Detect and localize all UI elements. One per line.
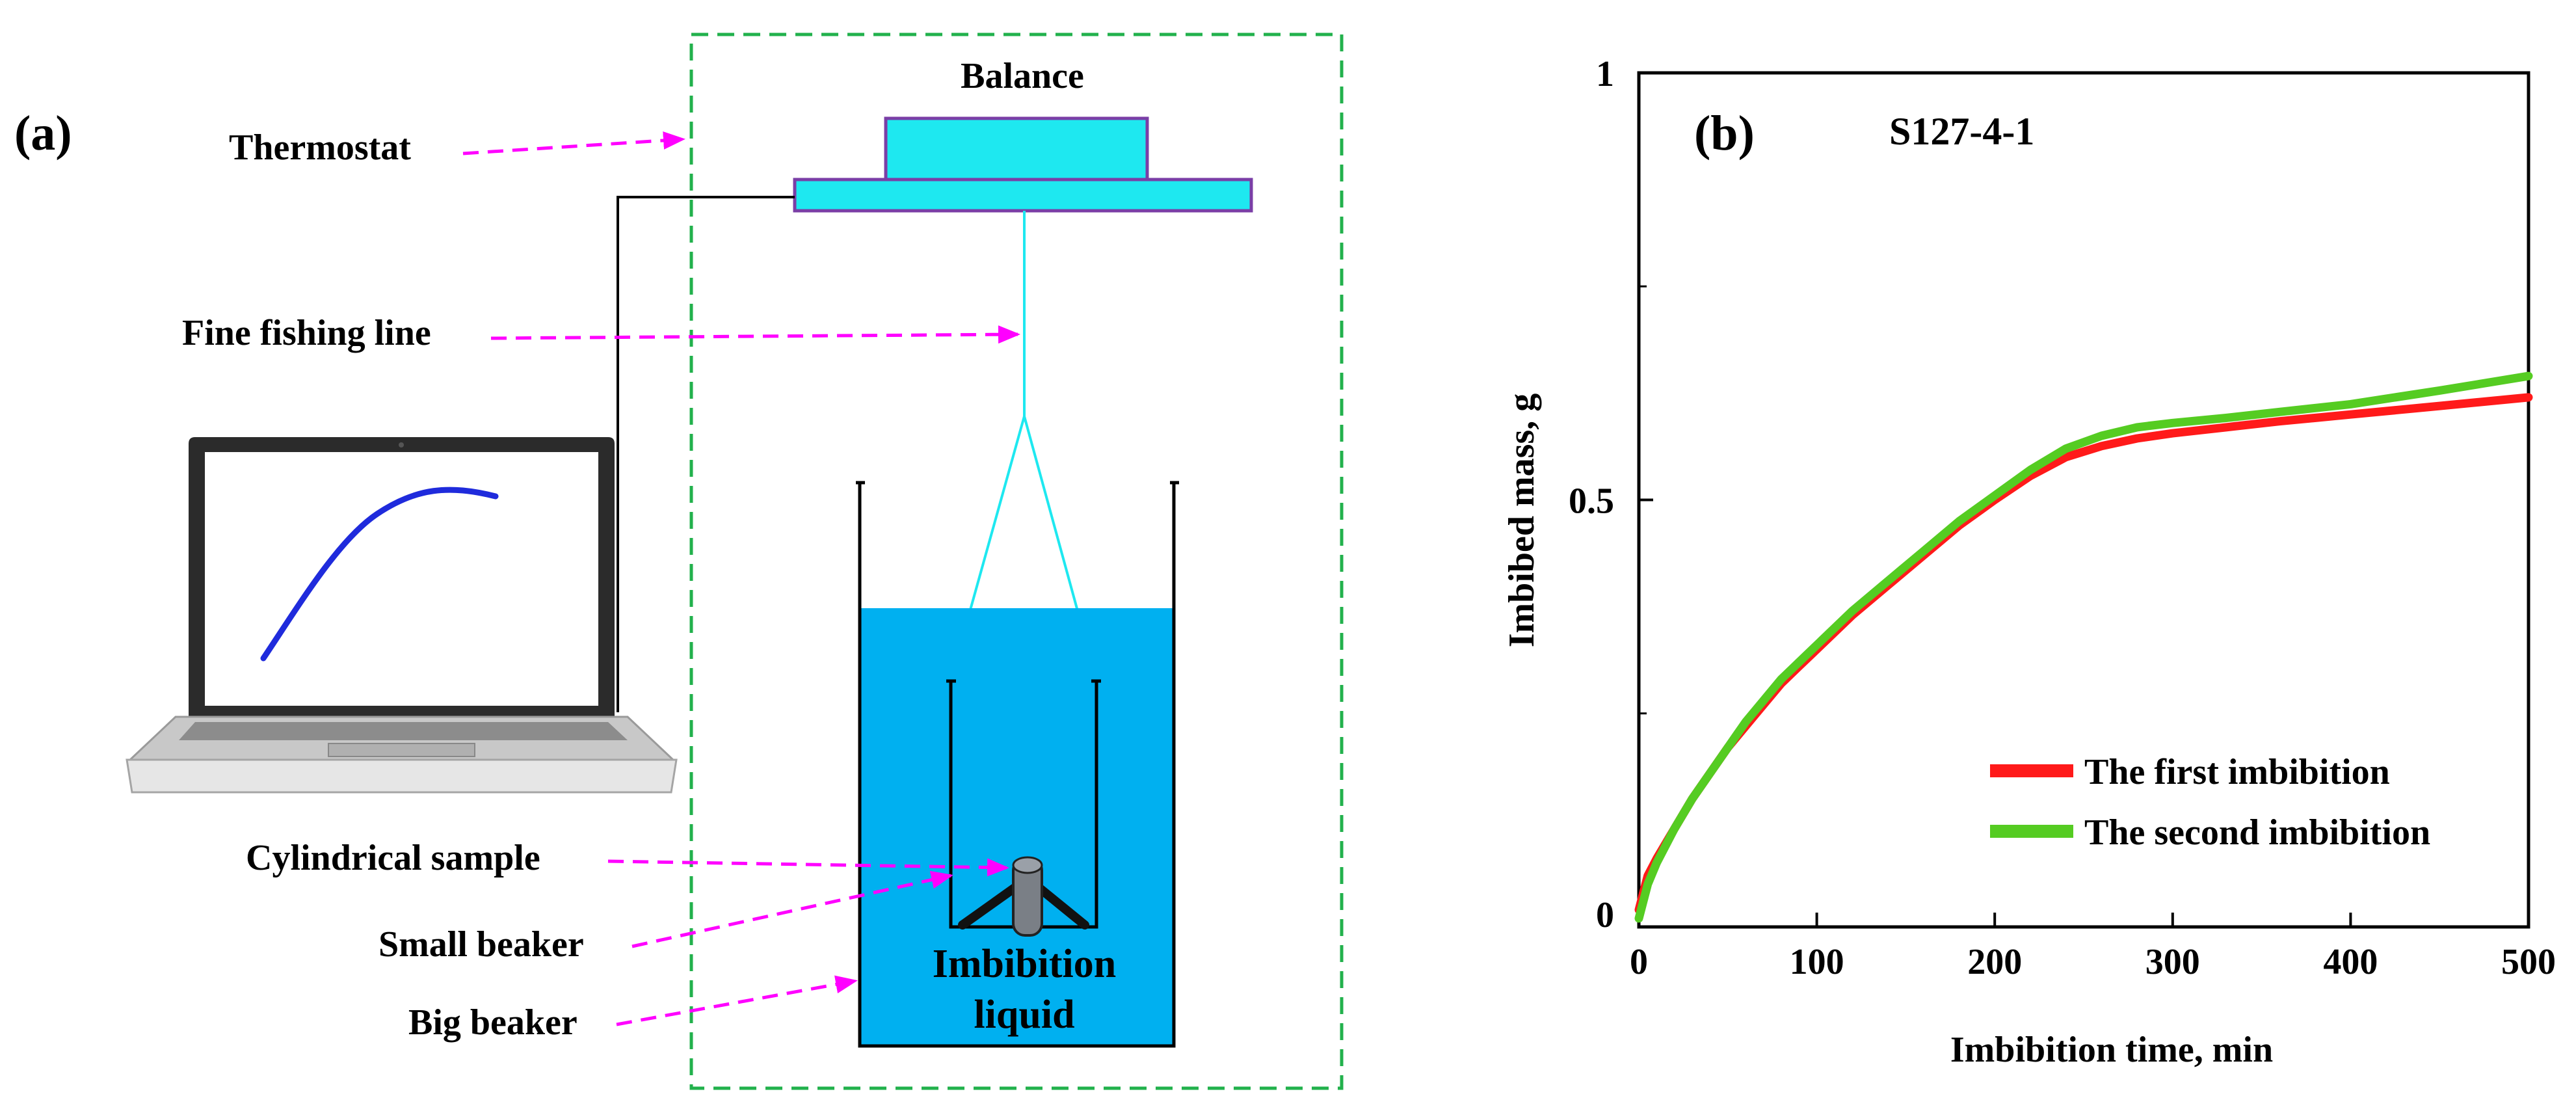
liquid-label-line2: liquid (974, 993, 1074, 1037)
small-beaker-arrow (631, 870, 953, 948)
thermostat-box (689, 33, 1344, 1090)
panel-b-label: (b) (1694, 106, 1755, 161)
x-tick-label: 500 (2501, 942, 2556, 982)
balance-icon (793, 116, 1253, 213)
x-tick-label: 100 (1790, 942, 1844, 982)
y-tick-label: 0.5 (1569, 481, 1614, 522)
cylindrical-sample-label: Cylindrical sample (246, 838, 540, 878)
x-tick-label: 0 (1630, 942, 1648, 982)
y-axis-title: Imbibed mass, g (1502, 394, 1542, 648)
beaker-icon (856, 481, 1179, 1048)
x-axis-title: Imbibition time, min (1950, 1030, 2273, 1070)
diagram-panel: (a) Balance (14, 33, 1344, 1090)
chart-title: S127-4-1 (1889, 110, 2034, 153)
x-tick-label: 200 (1967, 942, 2022, 982)
series-line-second (1634, 371, 2533, 923)
x-tick-label: 400 (2323, 942, 2378, 982)
big-beaker-arrow (616, 975, 858, 1026)
panel-a-label: (a) (14, 106, 72, 161)
legend-label-second: The second imbibition (2084, 812, 2430, 853)
fishing-line-arrow (490, 325, 1020, 344)
cylindrical-sample-arrow (607, 858, 1009, 877)
thermostat-arrow (462, 131, 685, 155)
liquid-label-line1: Imbibition (933, 942, 1117, 986)
laptop-icon (126, 437, 678, 794)
balance-label: Balance (961, 56, 1084, 96)
series-layer (1634, 371, 2533, 923)
legend-label-first: The first imbibition (2084, 752, 2390, 792)
legend: The first imbibition The second imbibiti… (1990, 752, 2430, 853)
plot-frame (1637, 71, 2530, 929)
y-tick-label: 0 (1596, 895, 1614, 935)
balance-cable (617, 196, 795, 712)
small-beaker-label: Small beaker (378, 924, 584, 965)
fishing-line-label: Fine fishing line (182, 313, 431, 353)
chart-panel: (b) S127-4-1 Imbibition time, min Imbibe… (1502, 54, 2556, 1070)
thermostat-label: Thermostat (229, 127, 411, 168)
sample-icon (958, 856, 1089, 937)
y-tick-label: 1 (1596, 54, 1614, 94)
x-tick-label: 300 (2145, 942, 2200, 982)
ticks-layer: 0 100 200 300 400 500 0 0.5 1 (1569, 54, 2556, 982)
big-beaker-label: Big beaker (408, 1002, 578, 1043)
